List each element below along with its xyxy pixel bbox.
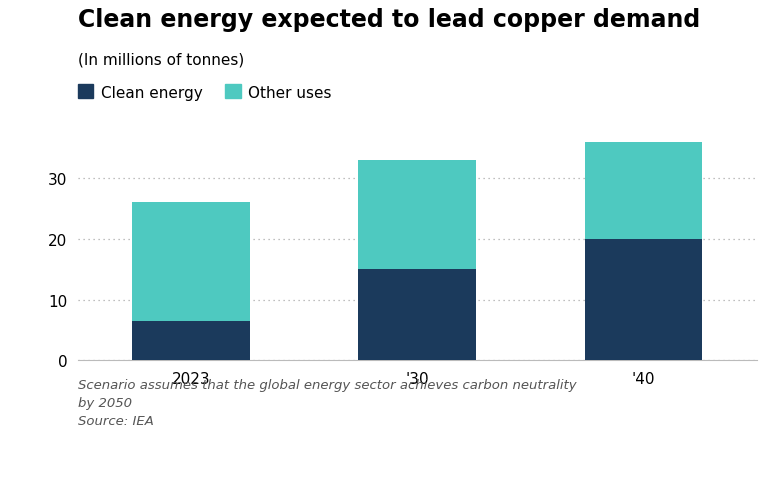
Bar xyxy=(359,270,476,361)
Bar xyxy=(585,142,702,239)
Bar xyxy=(133,321,250,361)
Legend: Clean energy, Other uses: Clean energy, Other uses xyxy=(78,85,332,100)
Bar xyxy=(585,239,702,361)
Bar xyxy=(359,161,476,270)
Text: Scenario assumes that the global energy sector achieves carbon neutrality
by 205: Scenario assumes that the global energy … xyxy=(78,378,576,427)
Bar xyxy=(133,203,250,321)
Text: Clean energy expected to lead copper demand: Clean energy expected to lead copper dem… xyxy=(78,8,700,32)
Text: (In millions of tonnes): (In millions of tonnes) xyxy=(78,53,244,68)
